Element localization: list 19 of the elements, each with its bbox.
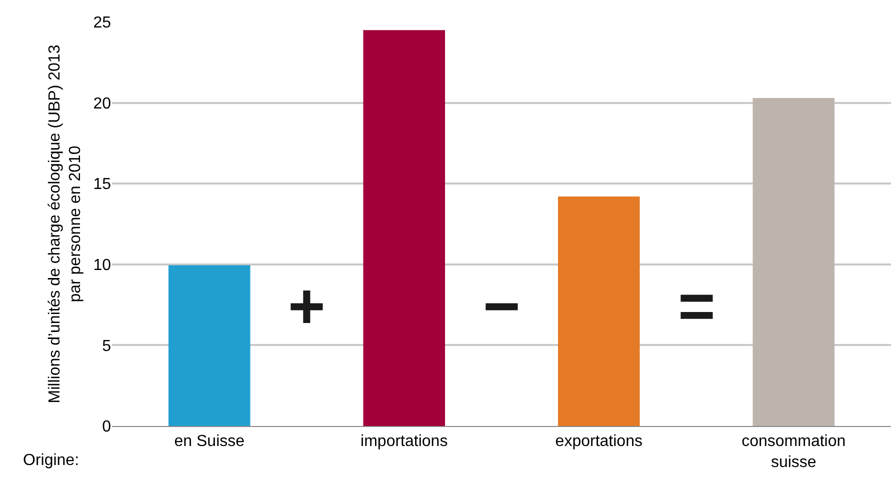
x-tick-label: exportations (555, 433, 642, 450)
y-tick-label: 10 (93, 257, 112, 274)
y-axis-title: Millions d’unités de charge écologique (UBP) 2013 par personne en 2010 (46, 44, 84, 404)
y-tick-label: 15 (93, 176, 112, 194)
y-tick-label: 25 (93, 14, 112, 32)
y-tick-label: 0 (102, 418, 112, 436)
x-tick-label: consommation suisse (742, 433, 846, 471)
y-tick-label: 20 (93, 95, 112, 112)
annotation: = (678, 270, 716, 342)
x-tick-label: importations (360, 433, 448, 450)
annotation: + (288, 270, 326, 342)
annotation: − (483, 270, 520, 342)
text: Origine: (23, 452, 80, 469)
bar (558, 196, 640, 426)
y-tick-label: 5 (102, 338, 112, 355)
bar (168, 265, 250, 426)
bar (363, 30, 446, 426)
x-tick-label: en Suisse (174, 433, 245, 450)
bar (752, 98, 835, 426)
